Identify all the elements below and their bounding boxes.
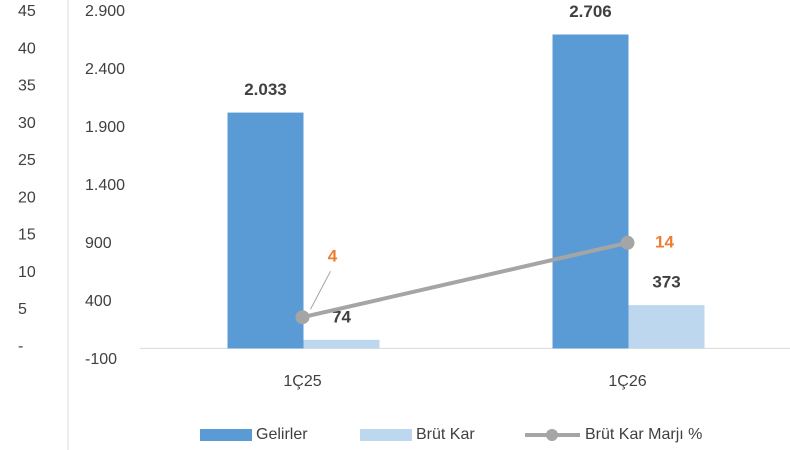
- y-tick-label: 2.400: [85, 61, 125, 78]
- x-tick-label: 1Ç25: [283, 373, 321, 390]
- data-label: 2.033: [244, 80, 287, 99]
- y2-tick-label: 35: [18, 78, 36, 95]
- y-tick-label: 1.400: [85, 177, 125, 194]
- line: [302, 240, 628, 320]
- data-label: 2.706: [569, 2, 612, 21]
- y-tick-label: 900: [85, 235, 112, 252]
- data-label: 14: [655, 232, 674, 251]
- y2-tick-label: 5: [18, 301, 27, 318]
- line-point: [295, 310, 310, 325]
- bar: [303, 339, 380, 349]
- y-tick-label: 400: [85, 293, 112, 310]
- legend-label: Gelirler: [256, 426, 308, 443]
- bar: [227, 112, 304, 349]
- y-tick-label: -100: [85, 351, 117, 368]
- data-label: 4: [328, 247, 338, 266]
- bar: [628, 305, 705, 349]
- legend-label: Brüt Kar Marjı %: [585, 426, 702, 443]
- legend-swatch: [360, 429, 412, 441]
- legend-label: Brüt Kar: [416, 426, 475, 443]
- y2-tick-label: -: [18, 338, 23, 355]
- y-tick-label: 1.900: [85, 119, 125, 136]
- y2-tick-label: 15: [18, 227, 36, 244]
- bar: [552, 34, 629, 349]
- y2-tick-label: 25: [18, 152, 36, 169]
- y2-tick-label: 40: [18, 40, 36, 57]
- data-label: 373: [652, 273, 680, 292]
- y-tick-label: 2.900: [85, 3, 125, 20]
- y2-tick-label: 30: [18, 115, 36, 132]
- y2-tick-label: 45: [18, 3, 36, 20]
- y2-tick-label: 20: [18, 189, 36, 206]
- legend-swatch: [200, 429, 252, 441]
- data-label: 74: [332, 307, 351, 326]
- y2-tick-label: 10: [18, 264, 36, 281]
- leader-line: [310, 270, 331, 310]
- line-point: [620, 235, 635, 250]
- legend-swatch-point: [546, 429, 558, 441]
- x-tick-label: 1Ç26: [608, 373, 646, 390]
